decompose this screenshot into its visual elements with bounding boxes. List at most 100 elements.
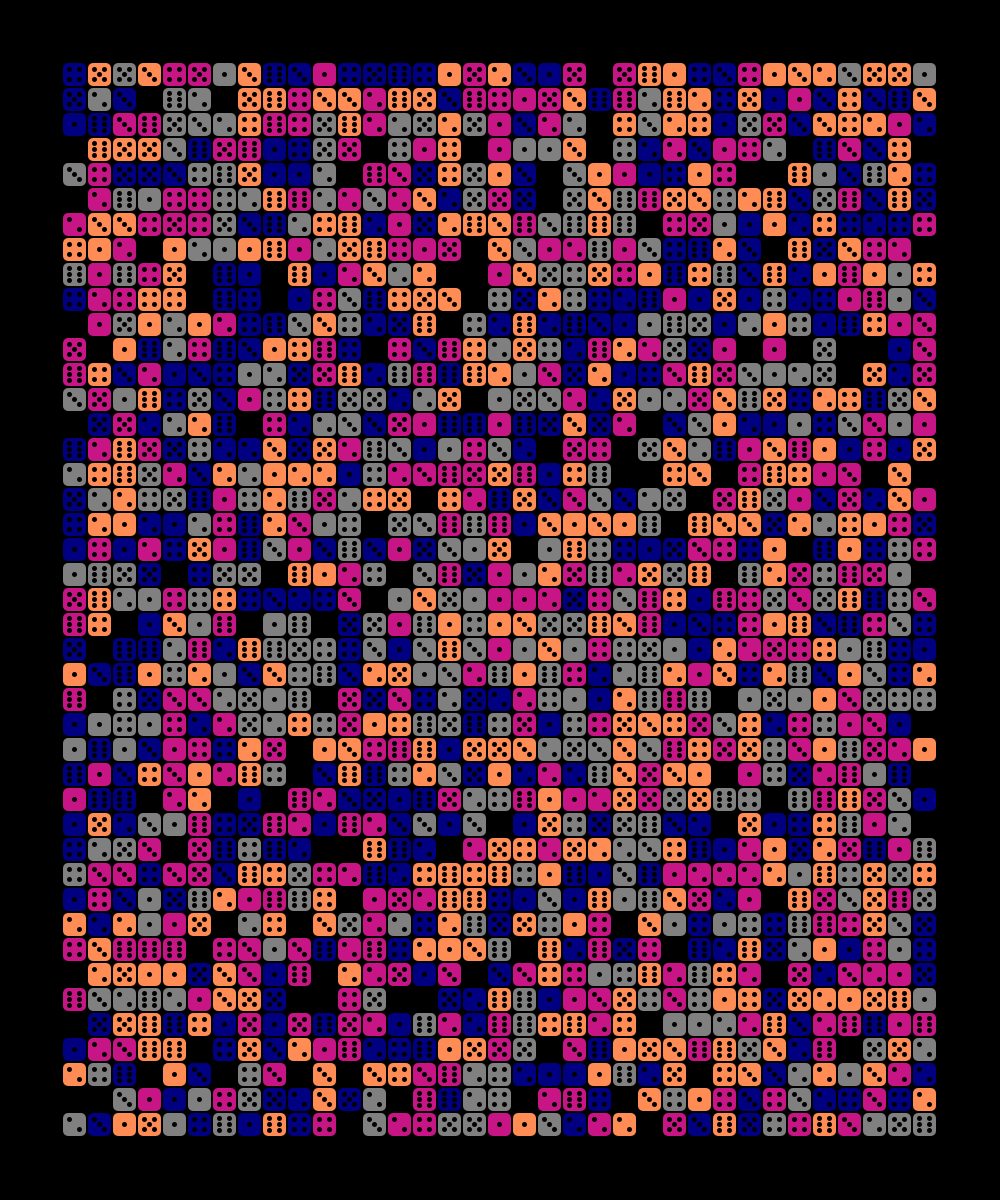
die-pip: [817, 866, 822, 871]
die-pip: [297, 522, 302, 527]
die-pip: [547, 97, 552, 102]
die-pip: [647, 772, 652, 777]
die-pip: [777, 692, 782, 697]
die: [163, 388, 186, 411]
die-pip: [877, 227, 882, 232]
die-pip: [542, 492, 547, 497]
die: [613, 263, 636, 286]
die-pip: [627, 117, 632, 122]
die-pip: [77, 691, 82, 696]
die-pip: [147, 897, 152, 902]
die-pip: [747, 822, 752, 827]
die-pip: [492, 902, 497, 907]
die: [188, 513, 211, 536]
die-pip: [317, 242, 322, 247]
die-pip: [142, 742, 147, 747]
die-pip: [67, 441, 72, 446]
die-pip: [417, 552, 422, 557]
die-pip: [352, 828, 357, 833]
die-pip: [692, 578, 697, 583]
die-pip: [202, 217, 207, 222]
die: [513, 138, 536, 161]
die-pip: [477, 627, 482, 632]
die: [138, 713, 161, 736]
die-pip: [252, 553, 257, 558]
die-pip: [142, 542, 147, 547]
die-pip: [752, 327, 757, 332]
die-pip: [377, 402, 382, 407]
die-pip: [802, 852, 807, 857]
die-pip: [917, 202, 922, 207]
die-pip: [402, 91, 407, 96]
die-pip: [392, 267, 397, 272]
die-pip: [92, 122, 97, 127]
die-pip: [77, 703, 82, 708]
die-pip: [592, 827, 597, 832]
die-pip: [102, 877, 107, 882]
die-pip: [827, 202, 832, 207]
die-pip: [77, 92, 82, 97]
die-pip: [867, 667, 872, 672]
die-pip: [352, 77, 357, 82]
die: [863, 263, 886, 286]
die-pip: [802, 567, 807, 572]
die-pip: [677, 266, 682, 271]
die: [838, 138, 861, 161]
die-pip: [227, 622, 232, 627]
die: [388, 288, 411, 311]
die-pip: [152, 647, 157, 652]
die-pip: [92, 842, 97, 847]
die-pip: [772, 822, 777, 827]
die-pip: [717, 272, 722, 277]
die: [113, 288, 136, 311]
die-pip: [767, 466, 772, 471]
die-pip: [442, 472, 447, 477]
die: [588, 638, 611, 661]
die-pip: [452, 891, 457, 896]
die-pip: [647, 572, 652, 577]
die-pip: [527, 752, 532, 757]
die: [688, 163, 711, 186]
die-pip: [67, 527, 72, 532]
die-pip: [567, 316, 572, 321]
die-pip: [117, 717, 122, 722]
die-pip: [452, 347, 457, 352]
die-pip: [697, 297, 702, 302]
die-pip: [802, 767, 807, 772]
die-pip: [617, 292, 622, 297]
die: [163, 163, 186, 186]
die-pip: [897, 72, 902, 77]
die-pip: [97, 772, 102, 777]
die-pip: [252, 147, 257, 152]
die-pip: [542, 567, 547, 572]
die-pip: [442, 292, 447, 297]
die-pip: [152, 852, 157, 857]
die-pip: [867, 847, 872, 852]
die: [538, 138, 561, 161]
die-pip: [517, 192, 522, 197]
die-pip: [252, 92, 257, 97]
die-pip: [852, 527, 857, 532]
die: [488, 788, 511, 811]
die-pip: [567, 742, 572, 747]
die-pip: [67, 342, 72, 347]
die-pip: [517, 216, 522, 221]
die-pip: [202, 897, 207, 902]
die-pip: [927, 867, 932, 872]
die-pip: [627, 228, 632, 233]
die-pip: [527, 717, 532, 722]
die-pip: [197, 372, 202, 377]
die-pip: [402, 142, 407, 147]
die-pip: [652, 577, 657, 582]
die-pip: [892, 142, 897, 147]
die-pip: [667, 417, 672, 422]
die-pip: [517, 292, 522, 297]
die-pip: [527, 727, 532, 732]
die-pip: [392, 117, 397, 122]
die-pip: [417, 77, 422, 82]
die-pip: [692, 467, 697, 472]
die-pip: [827, 547, 832, 552]
die-pip: [147, 622, 152, 627]
die: [138, 588, 161, 611]
die-pip: [827, 872, 832, 877]
